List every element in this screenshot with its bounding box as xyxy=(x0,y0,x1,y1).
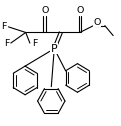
Text: F: F xyxy=(32,39,37,48)
Text: O: O xyxy=(93,18,101,27)
Text: O: O xyxy=(41,6,48,15)
Text: O: O xyxy=(76,6,83,15)
Text: F: F xyxy=(1,22,7,31)
Text: F: F xyxy=(4,39,9,48)
Text: P: P xyxy=(51,44,58,54)
